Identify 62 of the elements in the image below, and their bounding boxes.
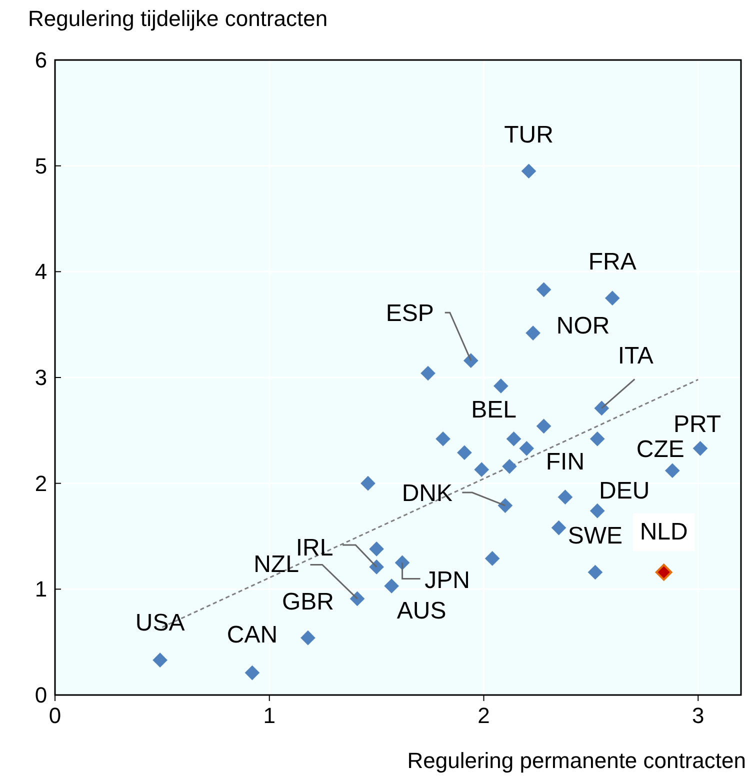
y-tick-label: 6 bbox=[34, 48, 48, 72]
x-axis-title: Regulering permanente contracten bbox=[407, 748, 746, 773]
point bbox=[588, 564, 603, 580]
point bbox=[590, 503, 605, 518]
annotation: USA bbox=[135, 610, 185, 637]
annotation: FRA bbox=[588, 248, 636, 276]
annotation: ESP bbox=[386, 300, 434, 328]
point bbox=[558, 490, 573, 505]
annotation: GBR bbox=[282, 588, 334, 616]
point bbox=[551, 520, 566, 536]
point bbox=[484, 551, 500, 566]
point bbox=[692, 440, 708, 456]
annotation: FIN bbox=[546, 448, 585, 476]
annotation: DEU bbox=[599, 477, 650, 504]
y-tick-label: 1 bbox=[34, 576, 48, 602]
point bbox=[594, 400, 610, 416]
point bbox=[369, 560, 384, 574]
point bbox=[244, 665, 260, 680]
annotation: JPN bbox=[424, 567, 470, 594]
point bbox=[506, 431, 522, 446]
point bbox=[604, 290, 620, 306]
point bbox=[502, 458, 517, 474]
annotation: NLD bbox=[640, 518, 688, 546]
y-tick-label: 2 bbox=[34, 470, 48, 496]
annotation: ITA bbox=[618, 342, 654, 370]
point bbox=[521, 164, 536, 179]
x-tick-label: 3 bbox=[692, 703, 704, 728]
annotation: CAN bbox=[226, 621, 278, 648]
point bbox=[463, 353, 478, 368]
annotation: NOR bbox=[556, 312, 610, 340]
annotation: DNK bbox=[402, 480, 453, 508]
point bbox=[655, 564, 672, 581]
y-tick-label: 0 bbox=[34, 682, 48, 708]
annotation: AUS bbox=[396, 597, 446, 624]
point bbox=[590, 431, 605, 446]
x-tick-label: 1 bbox=[263, 703, 276, 728]
point bbox=[420, 366, 436, 381]
point bbox=[493, 378, 508, 394]
annotation: BEL bbox=[471, 396, 516, 424]
y-tick-label: 5 bbox=[34, 153, 48, 178]
y-tick-label: 3 bbox=[34, 365, 48, 390]
point bbox=[436, 431, 450, 446]
point bbox=[536, 418, 552, 434]
point bbox=[498, 498, 513, 513]
y-axis-title: Regulering tijdelijke contracten bbox=[28, 6, 328, 31]
annotation: SWE bbox=[568, 522, 623, 550]
point bbox=[519, 440, 534, 456]
point bbox=[457, 445, 472, 460]
point bbox=[300, 630, 316, 646]
annotation: TUR bbox=[504, 122, 554, 149]
annotation: PRT bbox=[673, 410, 722, 438]
y-tick-label: 4 bbox=[34, 259, 48, 284]
x-tick-label: 2 bbox=[478, 703, 490, 728]
point bbox=[384, 578, 399, 594]
point bbox=[526, 326, 540, 340]
point bbox=[360, 476, 376, 491]
point bbox=[536, 282, 552, 298]
point bbox=[369, 542, 384, 556]
point bbox=[664, 463, 680, 478]
point bbox=[474, 462, 490, 477]
point bbox=[152, 652, 168, 668]
annotation: CZE bbox=[636, 436, 684, 464]
